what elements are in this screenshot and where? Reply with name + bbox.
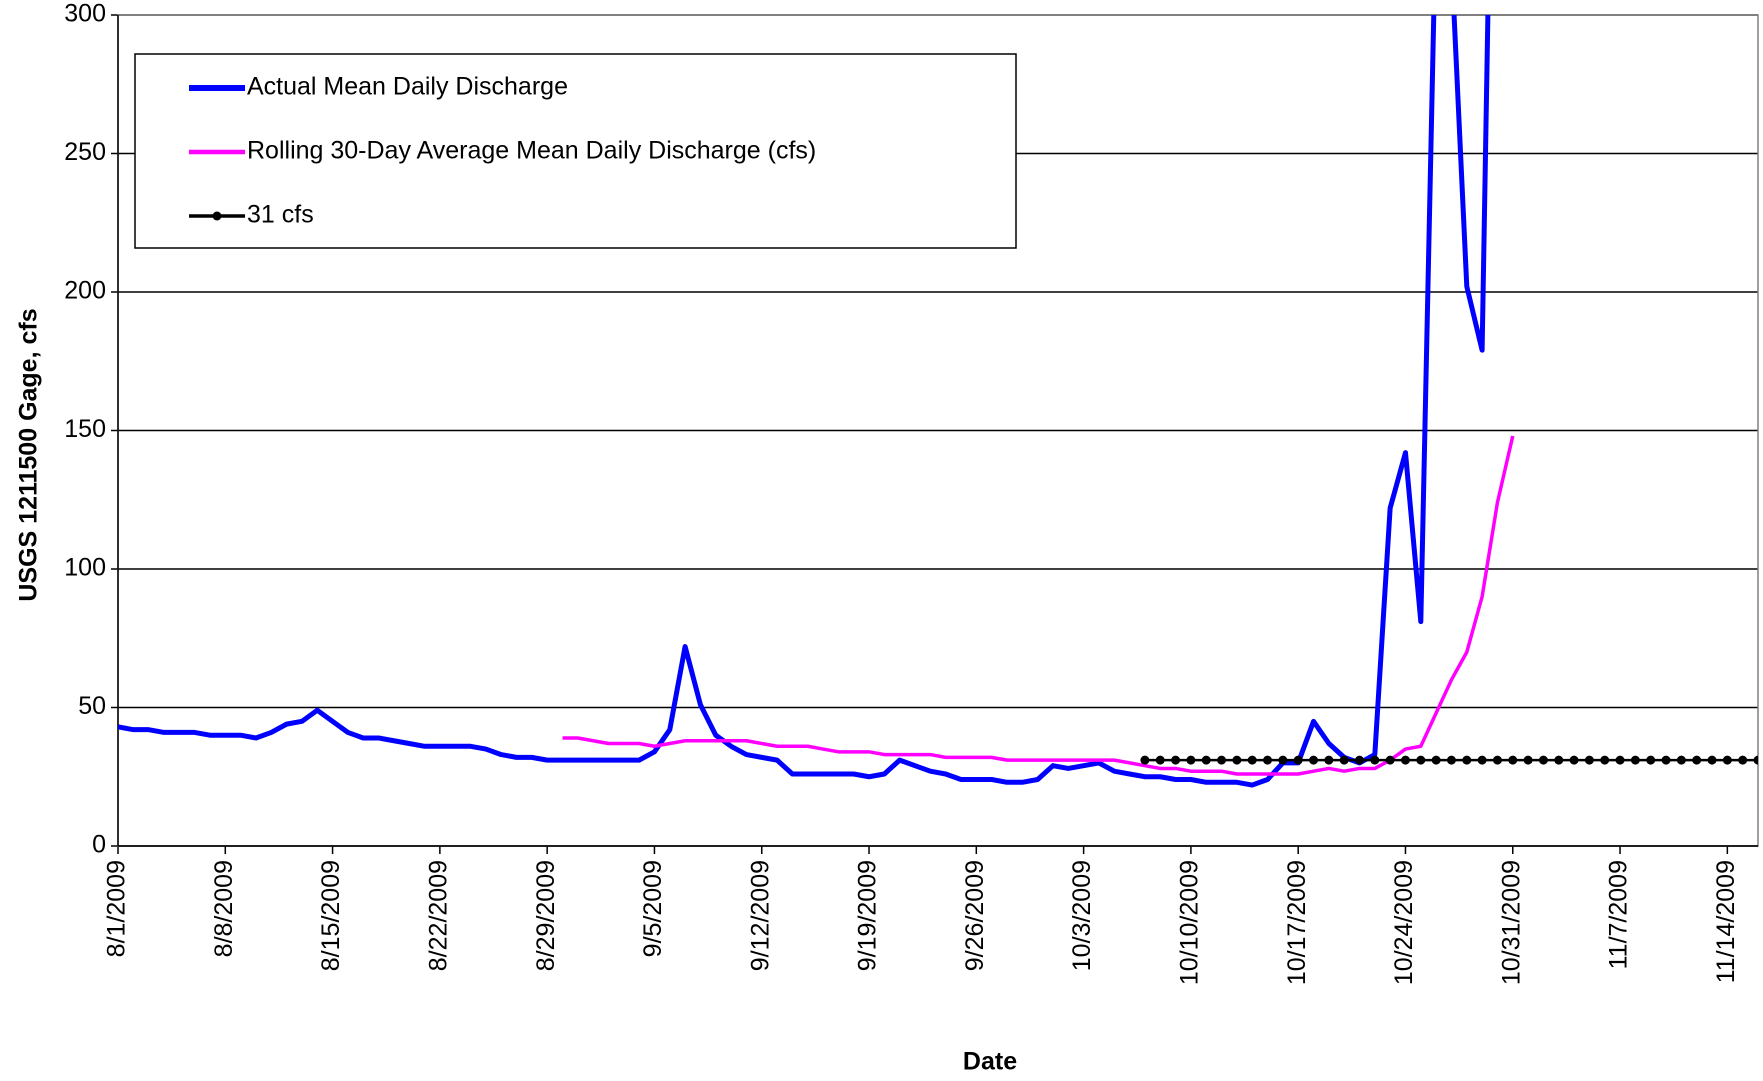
series-marker	[1692, 755, 1702, 765]
legend-label: 31 cfs	[247, 201, 314, 229]
y-tick-label: 0	[92, 831, 106, 859]
x-tick-label: 9/19/2009	[854, 860, 882, 971]
x-tick-label: 10/24/2009	[1390, 860, 1418, 985]
series-marker	[1293, 755, 1303, 765]
series-marker	[1278, 755, 1288, 765]
series-marker	[1462, 755, 1472, 765]
series-marker	[1661, 755, 1671, 765]
series-marker	[1569, 755, 1579, 765]
y-tick-label: 150	[64, 415, 106, 443]
series-marker	[1477, 755, 1487, 765]
series-marker	[1339, 755, 1349, 765]
x-tick-label: 11/7/2009	[1605, 860, 1633, 969]
series-marker	[1508, 755, 1518, 765]
y-tick-label: 300	[64, 0, 106, 28]
series-marker	[1646, 755, 1656, 765]
x-tick-label: 8/1/2009	[103, 860, 131, 957]
y-tick-label: 50	[78, 692, 106, 720]
x-tick-label: 9/12/2009	[746, 860, 774, 971]
series-marker	[1615, 755, 1625, 765]
series-marker	[1600, 755, 1610, 765]
legend-label: Rolling 30-Day Average Mean Daily Discha…	[247, 137, 816, 165]
series-marker	[1324, 755, 1334, 765]
x-tick-label: 9/26/2009	[961, 860, 989, 971]
series-marker	[1186, 755, 1196, 765]
series-marker	[1354, 755, 1364, 765]
series-marker	[1446, 755, 1456, 765]
series-marker	[1416, 755, 1426, 765]
series-marker	[1492, 755, 1502, 765]
series-marker	[1309, 755, 1319, 765]
series-marker	[1538, 755, 1548, 765]
x-tick-label: 10/10/2009	[1176, 860, 1204, 985]
series-marker	[1171, 755, 1181, 765]
y-tick-label: 200	[64, 277, 106, 305]
series-marker	[1554, 755, 1564, 765]
plot-area	[118, 15, 1758, 788]
series-marker	[1217, 755, 1227, 765]
legend-label: Actual Mean Daily Discharge	[247, 73, 568, 101]
series-line	[118, 15, 1491, 788]
y-tick-label: 250	[64, 138, 106, 166]
x-tick-label: 10/31/2009	[1497, 860, 1525, 985]
series-marker	[1140, 755, 1150, 765]
series-marker	[1738, 755, 1748, 765]
x-tick-label: 8/22/2009	[424, 860, 452, 971]
x-tick-label: 10/3/2009	[1068, 860, 1096, 971]
series-line	[562, 435, 1515, 776]
series-marker	[1630, 755, 1640, 765]
series-marker	[1523, 755, 1533, 765]
y-tick-label: 100	[64, 554, 106, 582]
series-marker	[1753, 755, 1758, 765]
series-marker	[1263, 755, 1273, 765]
y-axis-label: USGS 1211500 Gage, cfs	[15, 308, 43, 601]
x-tick-label: 10/17/2009	[1283, 860, 1311, 985]
series-marker	[1155, 755, 1165, 765]
series-marker	[1722, 755, 1732, 765]
series-marker	[1400, 755, 1410, 765]
x-tick-label: 8/8/2009	[210, 860, 238, 957]
series-marker	[1247, 755, 1257, 765]
x-axis-label: Date	[963, 1048, 1017, 1076]
series-marker	[1676, 755, 1686, 765]
series-marker	[1201, 755, 1211, 765]
x-tick-label: 9/5/2009	[639, 860, 667, 957]
series-marker	[1370, 755, 1380, 765]
series-marker	[1385, 755, 1395, 765]
x-tick-label: 8/15/2009	[317, 860, 345, 971]
series-marker	[1232, 755, 1242, 765]
series-marker	[1707, 755, 1717, 765]
x-tick-label: 8/29/2009	[532, 860, 560, 971]
x-tick-label: 11/14/2009	[1712, 860, 1740, 983]
series-marker	[1431, 755, 1441, 765]
series-marker	[1584, 755, 1594, 765]
legend-marker	[212, 211, 222, 221]
legend-box	[134, 53, 1017, 249]
